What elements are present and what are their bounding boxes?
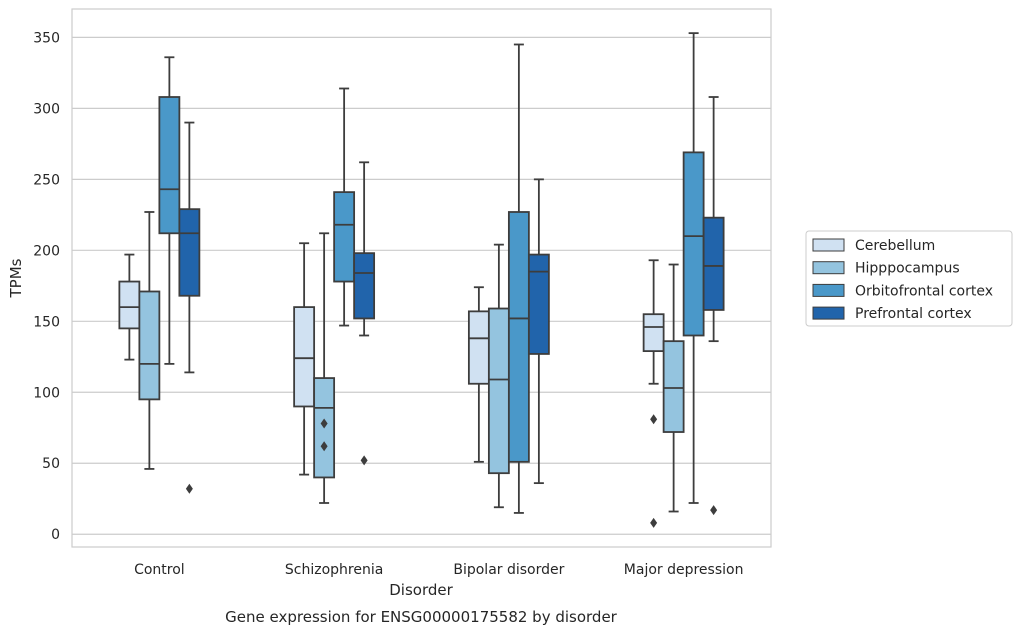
x-tick-label: Control: [134, 562, 185, 578]
legend-item: Orbitofrontal cortex: [812, 283, 993, 299]
series-prefrontal-cortex: [178, 96, 725, 516]
legend-swatch: [812, 261, 845, 275]
iqr-box: [507, 211, 530, 463]
legend-label: Hipppocampus: [855, 261, 960, 277]
legend-label: Cerebellum: [855, 238, 935, 254]
legend-label: Prefrontal cortex: [855, 306, 972, 322]
x-tick-label: Schizophrenia: [285, 562, 383, 578]
legend-item: Prefrontal cortex: [812, 306, 972, 322]
iqr-box: [293, 306, 316, 408]
y-tick-label: 50: [42, 456, 60, 472]
box: [313, 232, 336, 504]
y-tick-labels: 0 50 100 150 200 250 300 350: [33, 30, 60, 543]
box: [158, 56, 181, 365]
chart-caption: Gene expression for ENSG00000175582 by d…: [225, 608, 618, 626]
box: [702, 96, 725, 516]
legend-item: Hipppocampus: [812, 261, 960, 277]
box: [178, 121, 201, 494]
box: [118, 253, 141, 361]
iqr-box: [353, 252, 376, 320]
box: [293, 242, 316, 476]
iqr-box: [642, 313, 665, 353]
box: [682, 32, 705, 504]
legend-swatch: [812, 283, 845, 297]
iqr-box: [333, 191, 356, 283]
iqr-box: [682, 151, 705, 337]
box: [333, 87, 356, 327]
outlier-point: [710, 505, 718, 516]
outlier-point: [185, 483, 193, 494]
y-tick-label: 150: [33, 314, 60, 330]
y-tick-label: 350: [33, 30, 60, 46]
series-hipppocampus: [138, 211, 685, 513]
y-tick-label: 300: [33, 101, 60, 117]
box-series: [118, 32, 725, 528]
plot-area-frame: [71, 8, 772, 548]
y-tick-label: 250: [33, 172, 60, 188]
x-axis-label: Disorder: [389, 581, 453, 599]
legend-frame: [805, 230, 1013, 327]
outlier-point: [320, 441, 328, 452]
outlier-point: [320, 418, 328, 429]
outlier-point: [360, 455, 368, 466]
x-tick-label: Major depression: [624, 562, 744, 578]
iqr-box: [702, 216, 725, 311]
outlier-point: [650, 517, 658, 528]
y-tick-label: 200: [33, 243, 60, 259]
y-tick-label: 0: [51, 527, 60, 543]
box: [487, 243, 510, 509]
iqr-box: [138, 290, 161, 401]
iqr-box: [662, 340, 685, 433]
iqr-box: [118, 280, 141, 330]
legend-swatch: [812, 238, 845, 252]
box: [527, 178, 550, 485]
series-cerebellum: [118, 242, 665, 528]
box: [353, 161, 376, 466]
legend-item: Cerebellum: [812, 238, 935, 254]
series-orbitofrontal-cortex: [158, 32, 705, 514]
legend: Cerebellum Hipppocampus Orbitofrontal cort…: [805, 230, 1013, 327]
legend-label: Orbitofrontal cortex: [855, 283, 993, 299]
box: [507, 43, 530, 514]
iqr-box: [178, 208, 201, 297]
box: [662, 263, 685, 513]
box: [467, 286, 490, 463]
legend-swatch: [812, 306, 845, 320]
outlier-point: [650, 414, 658, 425]
box: [138, 211, 161, 470]
iqr-box: [527, 253, 550, 355]
iqr-box: [467, 310, 490, 385]
iqr-box: [158, 96, 181, 235]
x-tick-label: Bipolar disorder: [453, 562, 564, 578]
box: [642, 259, 665, 528]
y-tick-label: 100: [33, 385, 60, 401]
iqr-box: [487, 307, 510, 475]
y-axis-label: TPMs: [7, 258, 25, 298]
x-tick-labels: Control Schizophrenia Bipolar disorder Majo…: [134, 562, 743, 578]
